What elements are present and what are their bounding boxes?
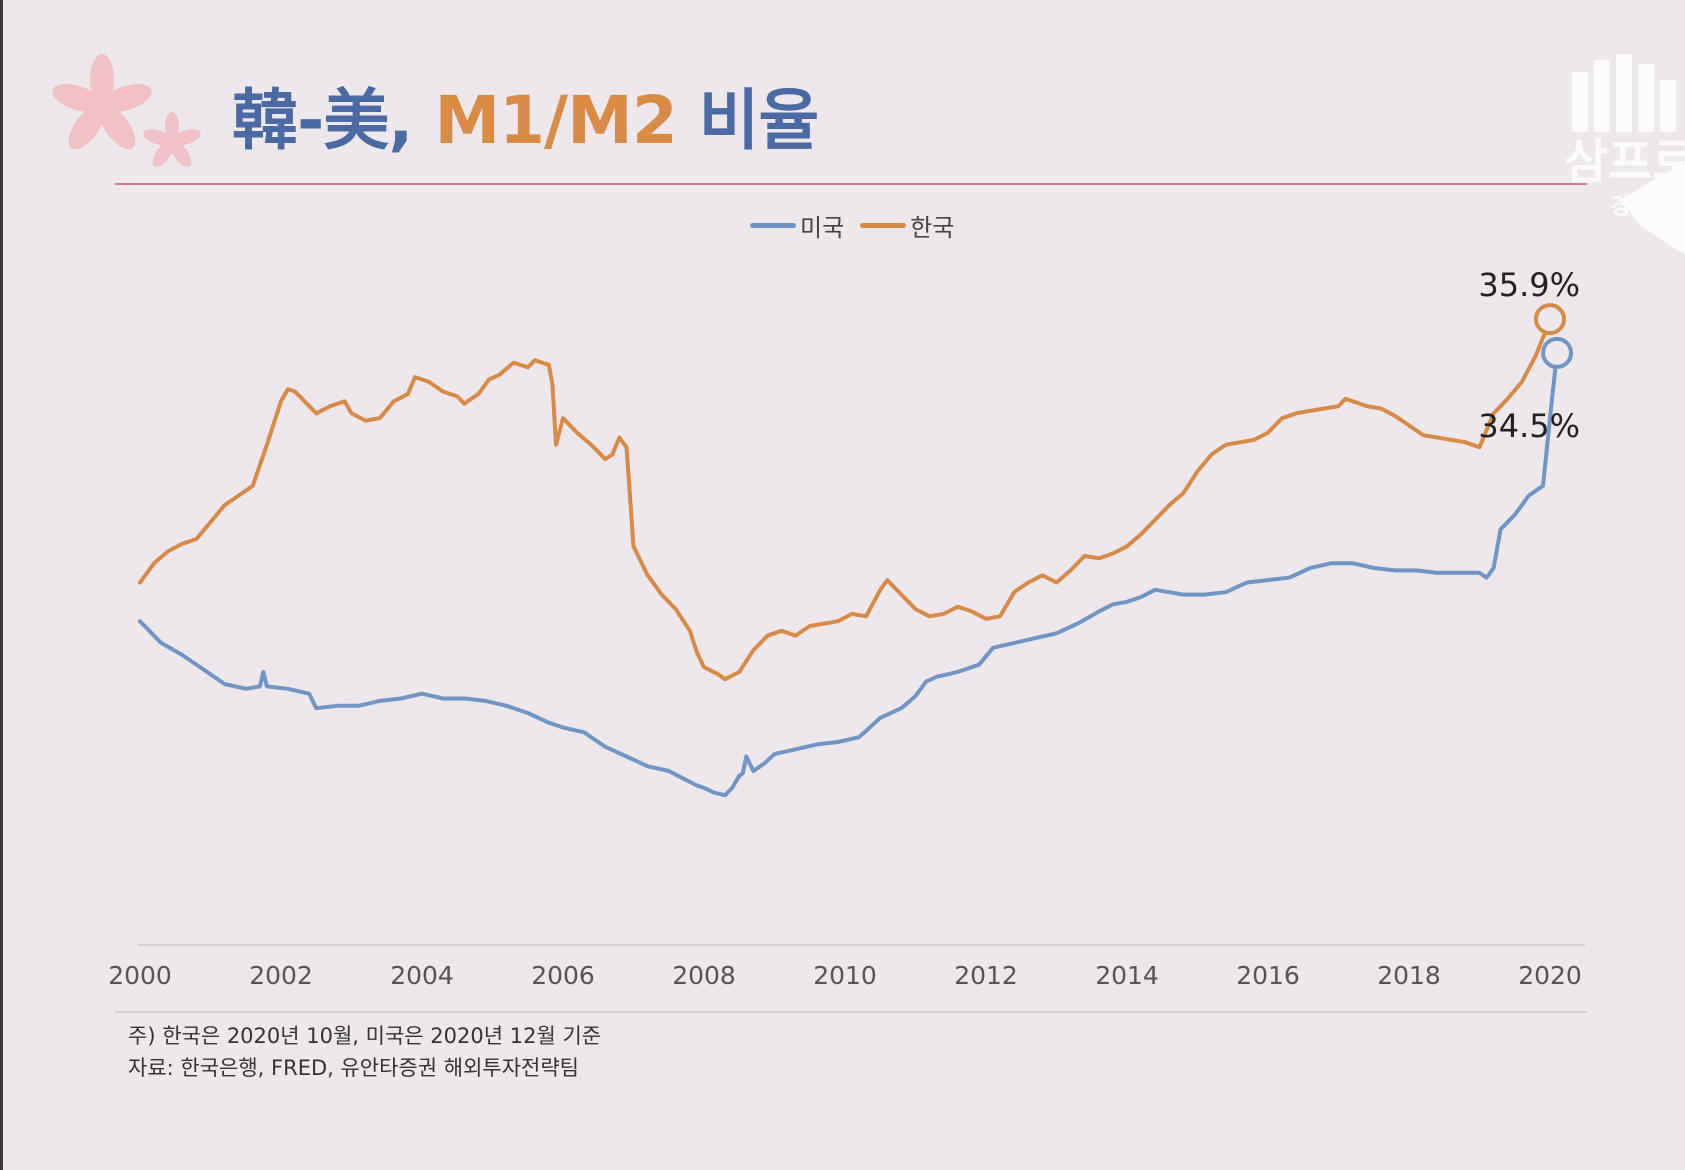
watermark-sub-text: 경제의 신 bbox=[1610, 195, 1685, 220]
x-tick-label-2020: 2020 bbox=[1518, 961, 1582, 990]
page-title: 韓-美, M1/M2 비율 bbox=[232, 88, 819, 154]
series-line-us bbox=[138, 350, 1559, 798]
watermark-logo-text: 삼프로 bbox=[1564, 134, 1685, 190]
annotation-korea-end: 35.9% bbox=[1478, 266, 1580, 304]
flower-decoration-icon bbox=[52, 54, 201, 167]
footnote-basis: 주) 한국은 2020년 10월, 미국은 2020년 12월 기준 bbox=[128, 1024, 602, 1048]
x-tick-label-2014: 2014 bbox=[1095, 961, 1159, 990]
annotation-us-end: 34.5% bbox=[1478, 407, 1580, 445]
title-underline bbox=[115, 183, 1587, 185]
title-part-ratio: 비율 bbox=[676, 82, 819, 159]
x-tick-label-2010: 2010 bbox=[813, 961, 877, 990]
end-marker-us bbox=[1541, 336, 1574, 369]
series-group bbox=[138, 317, 1559, 798]
end-marker-korea bbox=[1534, 303, 1566, 336]
x-tick-label-2018: 2018 bbox=[1377, 961, 1441, 990]
line-chart: 2000 2002 2004 2006 2008 2010 2012 2014 2016 2018… bbox=[108, 266, 1585, 990]
x-tick-label-2012: 2012 bbox=[954, 961, 1018, 990]
legend-label-korea: 한국 bbox=[910, 214, 955, 242]
chart-legend: 미국 한국 bbox=[750, 208, 954, 243]
x-tick-label-2000: 2000 bbox=[108, 961, 172, 990]
legend-swatch-korea bbox=[860, 223, 907, 228]
legend-swatch-us bbox=[750, 223, 796, 228]
x-tick-label-2008: 2008 bbox=[672, 961, 736, 990]
x-tick-label-2006: 2006 bbox=[531, 961, 595, 990]
x-axis-ticks: 2000 2002 2004 2006 2008 2010 2012 2014 2016 2018… bbox=[108, 961, 1582, 990]
sampro-logo-watermark: 삼프로 경제의 신 bbox=[1564, 54, 1685, 255]
left-edge-bar bbox=[0, 0, 3, 1170]
title-part-korea-us: 韓-美, bbox=[232, 82, 435, 159]
end-markers bbox=[1534, 303, 1574, 369]
legend-item-us: 미국 bbox=[750, 208, 844, 243]
legend-item-korea: 한국 bbox=[860, 208, 954, 243]
title-part-m1m2: M1/M2 bbox=[434, 82, 677, 159]
x-tick-label-2004: 2004 bbox=[390, 961, 454, 990]
x-tick-label-2016: 2016 bbox=[1236, 961, 1300, 990]
legend-label-us: 미국 bbox=[800, 214, 845, 242]
x-tick-label-2002: 2002 bbox=[249, 961, 313, 990]
footer-rule bbox=[115, 1011, 1587, 1013]
footnote-source: 자료: 한국은행, FRED, 유안타증권 해외투자전략팀 bbox=[128, 1056, 579, 1080]
series-line-korea bbox=[138, 317, 1552, 682]
